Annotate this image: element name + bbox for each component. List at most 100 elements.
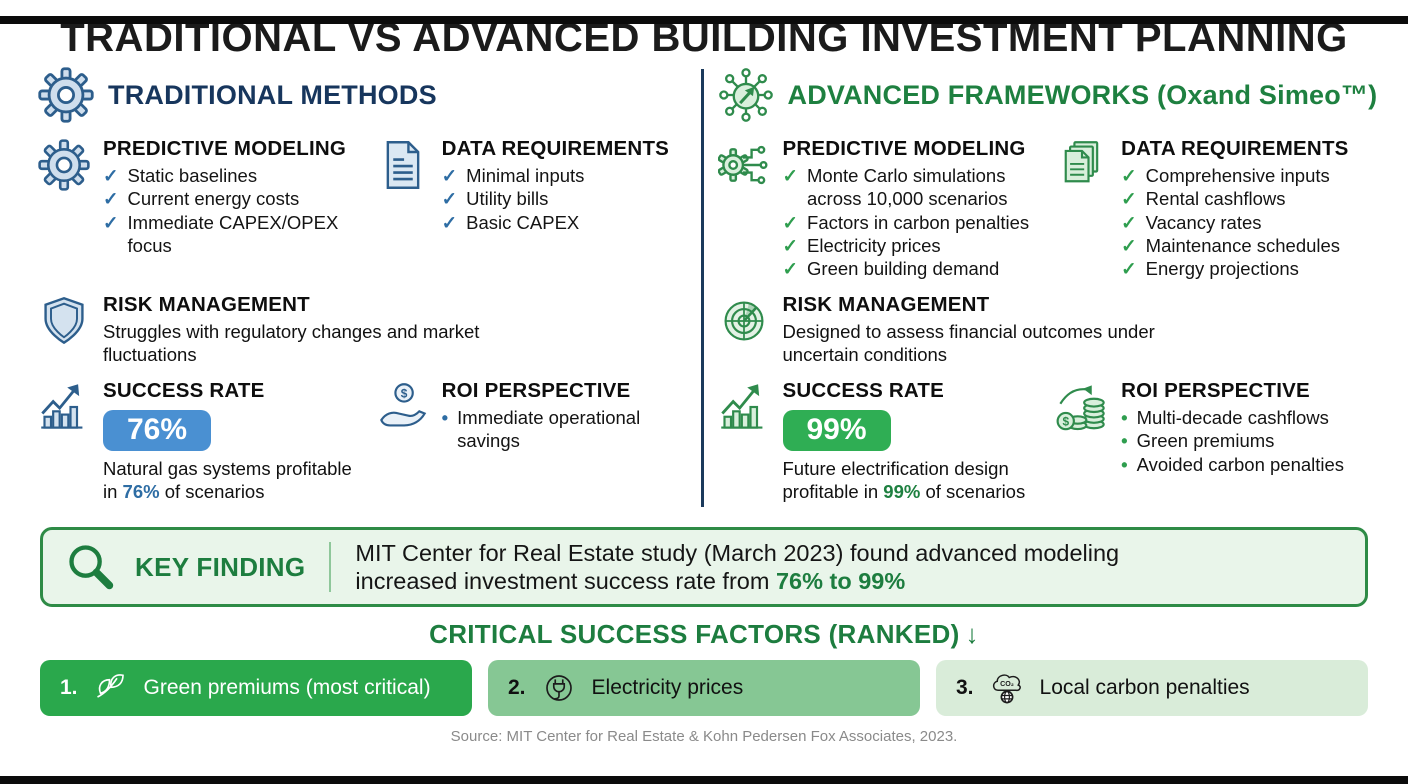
growth-chart-icon <box>41 384 83 429</box>
column-divider <box>700 69 704 508</box>
caption-value: 99% <box>883 480 921 502</box>
check-item: ✓ Maintenance schedules <box>1121 234 1348 257</box>
gear-icon <box>38 139 90 191</box>
advanced-header-label: ADVANCED FRAMEWORKS (Oxand Simeo™) <box>788 80 1378 111</box>
caption-text: of scenarios <box>920 480 1026 502</box>
section-heading: ROI PERSPECTIVE <box>441 379 631 402</box>
bullet-item-label: Avoided carbon penalties <box>1136 453 1345 475</box>
magnifier-icon <box>69 545 114 590</box>
network-arrow-icon <box>718 68 773 122</box>
check-item-label: Current energy costs <box>127 188 300 210</box>
factors-heading-label: CRITICAL SUCCESS FACTORS (RANKED) <box>429 619 960 650</box>
traditional-header-label: TRADITIONAL METHODS <box>108 79 437 110</box>
factor-item-green-premiums: 1. Green premiums (most critical) <box>40 660 472 717</box>
factor-rank: 3. <box>956 676 974 700</box>
section-traditional-roi: $ ROI PERSPECTIVE • Immediate operational… <box>377 379 691 503</box>
bottom-border-bar <box>0 776 1408 784</box>
bullet-item-label: Immediate operational savings <box>457 407 641 452</box>
check-icon: ✓ <box>103 211 119 233</box>
check-item: ✓ Utility bills <box>442 187 669 210</box>
section-advanced-success: SUCCESS RATE 99% Future electrification … <box>718 379 1051 503</box>
success-rate-badge: 76% <box>103 410 212 451</box>
check-item-label: Basic CAPEX <box>466 211 580 233</box>
check-item: ✓ Current energy costs <box>103 187 371 210</box>
check-icon: ✓ <box>1121 165 1137 186</box>
bullet-icon: • <box>1121 407 1128 428</box>
coins-growth-icon: $ <box>1056 385 1105 431</box>
key-finding-text: MIT Center for Real Estate study (March … <box>355 539 1119 595</box>
plug-icon <box>545 675 572 701</box>
factors-row: 1. Green premiums (most critical) 2. Ele… <box>40 660 1368 717</box>
traditional-column: TRADITIONAL METHODS PREDICTIVE MODELING … <box>38 65 691 513</box>
check-icon: ✓ <box>441 188 458 210</box>
section-traditional-success: SUCCESS RATE 76% Natural gas systems pro… <box>38 379 371 503</box>
check-item: ✓ Energy projections <box>1121 257 1348 280</box>
advanced-header-suffix: (Oxand Simeo™) <box>1157 79 1378 110</box>
section-advanced-risk: RISK MANAGEMENT Designed to assess finan… <box>718 293 1371 369</box>
comparison-columns: TRADITIONAL METHODS PREDICTIVE MODELING … <box>38 65 1377 513</box>
section-heading: RISK MANAGEMENT <box>782 293 990 316</box>
section-advanced-roi: $ ROI PERSPECTIVE • Multi-decade cashflow… <box>1056 379 1370 503</box>
check-icon: ✓ <box>782 234 799 256</box>
section-heading: PREDICTIVE MODELING <box>103 137 346 160</box>
advanced-column: ADVANCED FRAMEWORKS (Oxand Simeo™) <box>717 65 1377 513</box>
check-item-label: Rental cashflows <box>1145 188 1286 210</box>
svg-text:$: $ <box>400 386 407 400</box>
check-item: ✓ Rental cashflows <box>1121 187 1348 210</box>
svg-text:CO₂: CO₂ <box>1000 680 1014 688</box>
check-item-label: Maintenance schedules <box>1145 234 1341 256</box>
success-rate-caption: Future electrification design profitable… <box>783 457 1051 504</box>
bullet-icon: • <box>441 407 449 428</box>
bullet-item: • Multi-decade cashflows <box>1121 406 1344 429</box>
check-item-label: Immediate CAPEX/OPEX focus <box>127 211 339 256</box>
check-item-label: Green building demand <box>807 258 1000 280</box>
bullet-icon: • <box>1121 453 1128 475</box>
factors-heading: CRITICAL SUCCESS FACTORS (RANKED) ↓ <box>0 619 1408 650</box>
svg-text:$: $ <box>1063 414 1070 428</box>
co2-globe-icon: CO₂ <box>992 674 1021 704</box>
check-item: ✓ Basic CAPEX <box>442 211 669 234</box>
factor-label: Green premiums (most critical) <box>143 676 431 700</box>
section-heading: ROI PERSPECTIVE <box>1121 379 1310 402</box>
section-traditional-risk: RISK MANAGEMENT Struggles with regulator… <box>38 293 691 369</box>
section-heading: DATA REQUIREMENTS <box>1121 137 1349 160</box>
check-item-label: Vacancy rates <box>1145 211 1262 233</box>
bullet-icon: • <box>1121 430 1128 452</box>
check-item-label: Static baselines <box>127 165 258 186</box>
key-finding-highlight: 76% to 99% <box>775 568 906 595</box>
factor-item-electricity-prices: 2. Electricity prices <box>488 660 920 717</box>
caption-text: Natural gas systems profitable in <box>103 457 352 502</box>
check-item-label: Utility bills <box>466 188 549 210</box>
stacked-documents-icon <box>1064 141 1099 183</box>
section-advanced-data: DATA REQUIREMENTS ✓ Comprehensive inputs … <box>1056 137 1370 283</box>
risk-description: Designed to assess financial outcomes un… <box>782 321 1155 366</box>
document-icon <box>386 141 420 189</box>
key-finding-label: KEY FINDING <box>135 551 306 582</box>
check-icon: ✓ <box>441 211 458 233</box>
check-item: ✓ Factors in carbon penalties <box>783 211 1038 234</box>
section-heading: SUCCESS RATE <box>782 379 944 402</box>
section-traditional-predictive: PREDICTIVE MODELING ✓ Static baselines ✓ C… <box>38 137 371 283</box>
bullet-item: • Avoided carbon penalties <box>1121 453 1344 476</box>
top-border-bar <box>0 16 1408 24</box>
hand-coin-icon: $ <box>379 383 426 427</box>
section-heading: SUCCESS RATE <box>103 379 265 402</box>
check-icon: ✓ <box>103 165 119 186</box>
bullet-item-label: Multi-decade cashflows <box>1136 407 1329 428</box>
check-icon: ✓ <box>782 165 799 186</box>
check-icon: ✓ <box>1121 188 1137 210</box>
key-finding-divider <box>329 542 332 593</box>
caption-value: 76% <box>122 480 160 502</box>
check-icon: ✓ <box>103 188 119 210</box>
check-item: ✓ Electricity prices <box>783 234 1038 257</box>
check-item: ✓ Green building demand <box>783 257 1038 280</box>
advanced-header: ADVANCED FRAMEWORKS (Oxand Simeo™) <box>718 67 1377 123</box>
factor-rank: 1. <box>60 676 78 700</box>
traditional-header: TRADITIONAL METHODS <box>38 67 691 123</box>
leaf-icon <box>96 674 124 698</box>
check-item-label: Energy projections <box>1145 258 1299 280</box>
check-item: ✓ Immediate CAPEX/OPEX focus <box>103 211 371 258</box>
section-advanced-predictive: PREDICTIVE MODELING ✓ Monte Carlo simulat… <box>717 137 1051 283</box>
check-item-label: Monte Carlo simulations across 10,000 sc… <box>807 165 1008 210</box>
factor-label: Electricity prices <box>591 676 744 700</box>
